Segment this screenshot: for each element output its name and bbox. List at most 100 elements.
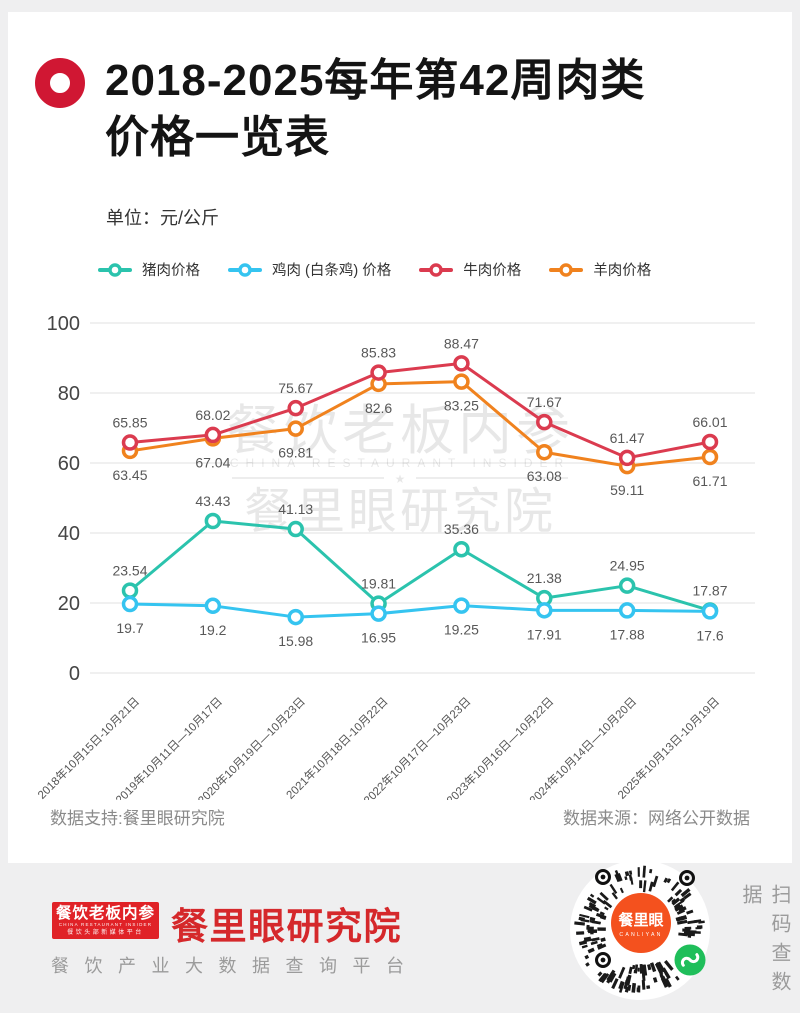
chicken-data-point [287,608,304,626]
legend-line-marker-icon [419,262,454,277]
series-mutton-labels: 63.45 67.04 69.81 82.6 83.25 63.08 59.11 61.71 [112,398,727,498]
beef-value-label: 88.47 [444,335,479,351]
pork-data-point [204,512,222,530]
y-tick-label: 60 [58,453,80,475]
pork-value-label: 43.43 [195,493,230,509]
legend-line-marker-icon [228,262,262,277]
chicken-value-label: 19.2 [199,622,226,638]
pork-value-label: 23.54 [112,563,147,579]
chicken-value-label: 17.91 [527,626,562,642]
publisher-logo: 餐饮老板内参 CHINA RESTAURANT INSIDER 餐饮头部新媒体平… [52,902,159,939]
beef-data-point [121,434,139,451]
x-tick-label: 2018年10月15日-10月21日 [35,694,143,800]
chart-legend: 猪肉价格 鸡肉 (白条鸡) 价格 牛肉价格 羊肉价格 [97,259,651,280]
series-pork-labels: 23.54 43.43 41.13 19.81 35.36 21.38 24.95 17.87 [112,493,727,598]
legend-label: 羊肉价格 [593,263,652,279]
chicken-data-point [701,603,719,620]
legend-item-beef: 牛肉价格 [418,259,521,280]
beef-data-point [618,449,636,467]
chicken-value-label: 16.95 [361,630,396,646]
beef-value-label: 85.83 [361,345,396,361]
pork-data-point [287,520,304,538]
svg-text:★: ★ [395,472,406,486]
beef-value-label: 61.47 [610,430,645,446]
beef-value-label: 75.67 [278,380,313,396]
pork-data-point [121,582,139,599]
y-tick-label: 80 [58,383,80,405]
page-title-line1: 2018-2025每年第42周肉类 [105,56,646,105]
page-title-line2: 价格一览表 [105,113,330,162]
mutton-value-label: 63.08 [527,468,562,484]
pork-data-point [453,540,470,558]
mutton-value-label: 69.81 [278,445,313,461]
mutton-data-point [536,443,553,461]
beef-value-label: 71.67 [527,394,562,410]
beef-data-point [287,399,304,417]
chicken-data-point [121,595,139,613]
legend-label: 牛肉价格 [463,263,522,279]
org-tagline: 餐饮产业大数据查询平台 [51,956,420,976]
data-support-label: 数据支持:餐里眼研究院 [50,809,225,828]
beef-data-point [370,364,387,381]
mutton-data-point [453,373,470,390]
qr-dots [574,865,705,993]
legend-line-marker-icon [98,262,132,277]
chicken-value-label: 17.88 [610,626,645,642]
content-card [8,12,792,863]
qr-eye-icon [595,952,611,968]
chicken-value-label: 19.25 [444,622,479,638]
mutton-data-point [287,420,304,437]
legend-line-marker-icon [549,262,584,277]
chicken-value-label: 15.98 [278,633,313,649]
y-tick-label: 20 [58,593,80,615]
legend-item-mutton: 羊肉价格 [548,259,651,280]
pork-value-label: 41.13 [278,501,313,517]
legend-item-chicken: 鸡肉 (白条鸡) 价格 [227,259,391,280]
publisher-logo-en: CHINA RESTAURANT INSIDER [58,922,153,927]
series-chicken [121,595,719,626]
svg-text:CHINA RESTAURANT INSIDER: CHINA RESTAURANT INSIDER [230,456,570,470]
pork-data-point [618,577,636,594]
mutton-value-label: 83.25 [444,398,479,414]
data-source-label: 数据来源：网络公开数据 [563,809,750,828]
scan-hint-label: 扫码查数据 [739,884,790,1000]
beef-data-point [453,355,470,372]
series-beef [121,355,719,467]
y-tick-label: 100 [47,313,80,335]
qr-center-sub: CANLIYAN [619,932,662,938]
pork-value-label: 35.36 [444,521,479,537]
legend-label: 鸡肉 (白条鸡) 价格 [272,263,392,279]
qr-eye-icon [679,870,695,886]
qr-code: 餐里眼 CANLIYAN [570,860,710,1000]
chicken-value-label: 19.7 [116,620,143,636]
y-tick-label: 0 [69,663,80,685]
y-tick-label: 40 [58,523,80,545]
legend-label: 猪肉价格 [142,263,200,279]
x-axis-labels: 2018年10月15日-10月21日2019年10月11日—10月17日2020… [35,694,723,800]
chicken-data-point [370,605,387,622]
publisher-logo-name: 餐饮老板内参 [55,905,155,922]
qr-center-name: 餐里眼 [618,911,663,929]
mutton-value-label: 61.71 [692,473,727,489]
series-beef-labels: 65.85 68.02 75.67 85.83 88.47 71.67 61.47 66.01 [112,335,727,446]
mutton-data-point [701,448,719,466]
beef-data-point [701,433,719,451]
chicken-data-point [453,597,470,614]
title-ring-icon [35,58,85,108]
series-chicken-labels: 19.7 19.2 15.98 16.95 19.25 17.91 17.88 17.6 [116,620,723,649]
pork-value-label: 21.38 [527,570,562,586]
pork-value-label: 24.95 [610,558,645,574]
beef-value-label: 68.02 [195,407,230,423]
unit-label: 单位：元/公斤 [106,208,220,228]
chicken-data-point [536,602,553,619]
qr-eye-icon [595,869,611,885]
pork-value-label: 17.87 [692,582,727,598]
pork-value-label: 19.81 [361,576,396,592]
legend-item-pork: 猪肉价格 [97,259,200,280]
page-title: 2018-2025每年第42周肉类 价格一览表 [105,52,755,166]
qr-center-badge [611,893,671,953]
chicken-value-label: 17.6 [696,627,723,643]
publisher-logo-sub: 餐饮头部新媒体平台 [67,930,144,936]
